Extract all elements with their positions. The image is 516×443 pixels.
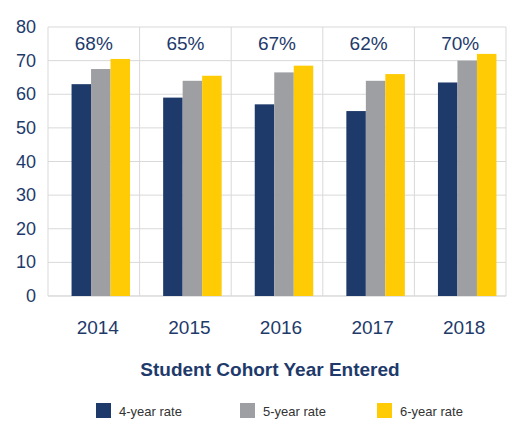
x-tick-label: 2015 bbox=[168, 317, 210, 338]
grid-line bbox=[48, 27, 506, 28]
legend-label: 6-year rate bbox=[400, 404, 463, 419]
legend-swatch bbox=[377, 403, 392, 418]
x-tick-label: 2018 bbox=[443, 317, 485, 338]
bar bbox=[385, 74, 405, 296]
bar bbox=[255, 104, 275, 296]
chart-svg: 0 10 20 30 40 50 60 70 80 68% 65% 67% 62% 70% 2014 2015… bbox=[0, 0, 516, 443]
x-tick-label: 2017 bbox=[351, 317, 393, 338]
bar bbox=[72, 84, 92, 296]
legend-label: 4-year rate bbox=[119, 404, 182, 419]
legend-swatch bbox=[96, 403, 111, 418]
y-tick-label: 50 bbox=[16, 118, 36, 138]
annotation: 62% bbox=[350, 33, 388, 54]
y-tick-label: 30 bbox=[16, 185, 36, 205]
bar bbox=[366, 81, 386, 296]
bar bbox=[438, 82, 458, 296]
y-tick-label: 80 bbox=[16, 17, 36, 37]
annotation: 65% bbox=[166, 33, 204, 54]
annotation: 68% bbox=[75, 33, 113, 54]
group-separator bbox=[414, 27, 415, 296]
x-axis-title: Student Cohort Year Entered bbox=[140, 359, 399, 380]
bars bbox=[72, 54, 497, 296]
group-separator bbox=[322, 27, 323, 296]
y-tick-label: 60 bbox=[16, 84, 36, 104]
x-tick-label: 2014 bbox=[77, 317, 120, 338]
group-separator bbox=[231, 27, 232, 296]
group-separator bbox=[139, 27, 140, 296]
y-tick-label: 10 bbox=[16, 252, 36, 272]
y-tick-label: 0 bbox=[26, 286, 36, 306]
bar bbox=[91, 69, 111, 296]
bar bbox=[274, 72, 294, 296]
annotation: 67% bbox=[258, 33, 296, 54]
bar bbox=[111, 59, 131, 296]
chart-container: 0 10 20 30 40 50 60 70 80 68% 65% 67% 62% 70% 2014 2015… bbox=[0, 0, 516, 443]
bar bbox=[163, 98, 183, 296]
annotation: 70% bbox=[441, 33, 479, 54]
bar bbox=[457, 61, 477, 296]
y-tick-label: 70 bbox=[16, 51, 36, 71]
legend: 4-year rate 5-year rate 6-year rate bbox=[96, 403, 463, 419]
bar bbox=[183, 81, 203, 296]
bar bbox=[477, 54, 497, 296]
group-separator bbox=[506, 27, 507, 296]
legend-swatch bbox=[240, 403, 255, 418]
group-separator bbox=[48, 27, 49, 296]
bar bbox=[346, 111, 366, 296]
y-tick-label: 20 bbox=[16, 219, 36, 239]
y-tick-label: 40 bbox=[16, 152, 36, 172]
x-tick-label: 2016 bbox=[260, 317, 302, 338]
bar bbox=[294, 66, 314, 296]
bar bbox=[202, 76, 222, 296]
legend-label: 5-year rate bbox=[263, 404, 326, 419]
